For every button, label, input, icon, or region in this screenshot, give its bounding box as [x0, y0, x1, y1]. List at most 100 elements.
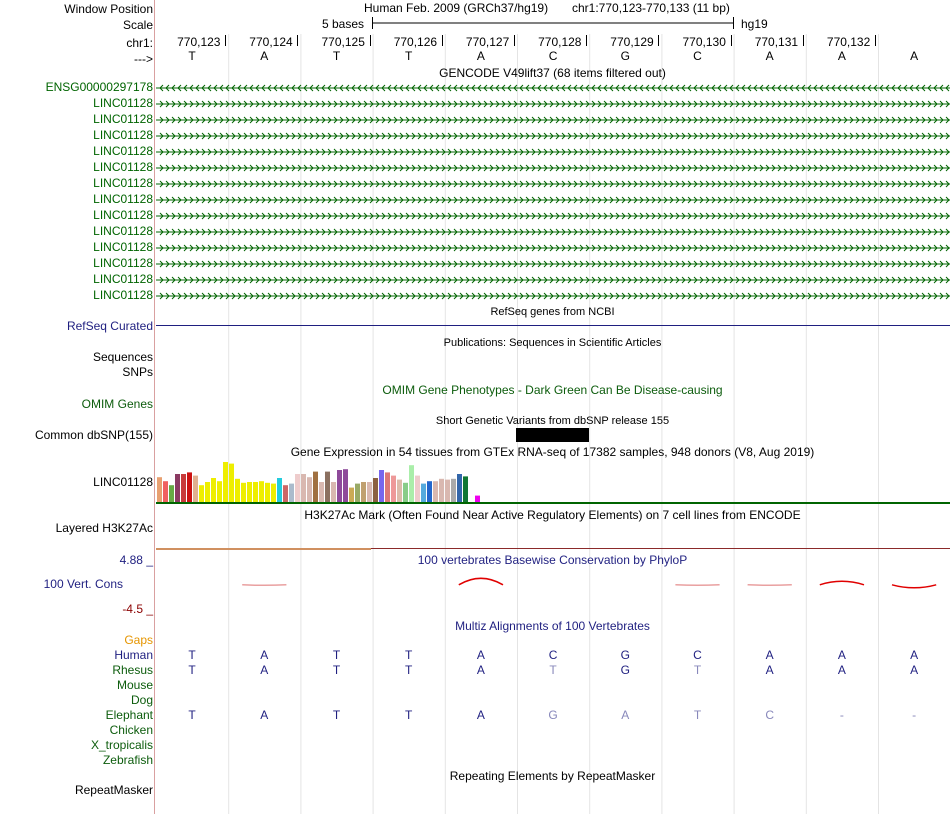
gtex-tissue-bar[interactable]: [301, 474, 306, 502]
gencode-gene-model[interactable]: [156, 211, 950, 221]
multiz-species-label[interactable]: Dog: [130, 693, 153, 707]
gtex-tissue-bar[interactable]: [373, 478, 378, 502]
gtex-gene-bar[interactable]: [156, 502, 950, 504]
gtex-tissue-bar[interactable]: [229, 463, 234, 502]
gtex-tissue-bar[interactable]: [235, 478, 240, 502]
gtex-tissue-bar[interactable]: [355, 483, 360, 502]
multiz-species-label[interactable]: Human: [114, 648, 153, 662]
gtex-tissue-bar[interactable]: [325, 471, 330, 502]
gencode-gene-label[interactable]: LINC01128: [93, 224, 153, 238]
multiz-species-label[interactable]: Rhesus: [112, 663, 153, 677]
gtex-tissue-bar[interactable]: [259, 481, 264, 502]
gtex-tissue-bar[interactable]: [289, 483, 294, 502]
gencode-gene-model[interactable]: [156, 83, 950, 93]
gtex-expression-chart[interactable]: [156, 460, 950, 502]
multiz-species-label[interactable]: Zebrafish: [102, 753, 153, 767]
gtex-tissue-bar[interactable]: [421, 483, 426, 502]
gencode-gene-model[interactable]: [156, 179, 950, 189]
gtex-tissue-bar[interactable]: [403, 482, 408, 502]
publications-snps-label[interactable]: SNPs: [122, 365, 153, 379]
refseq-gene-line[interactable]: [156, 325, 950, 326]
gencode-gene-label[interactable]: LINC01128: [93, 112, 153, 126]
gencode-gene-model[interactable]: [156, 227, 950, 237]
gencode-gene-model[interactable]: [156, 147, 950, 157]
gtex-gene-label[interactable]: LINC01128: [93, 475, 153, 489]
gtex-tissue-bar[interactable]: [265, 482, 270, 502]
phylop-score-mark[interactable]: [891, 584, 937, 589]
gtex-tissue-bar[interactable]: [451, 478, 456, 502]
gtex-tissue-bar[interactable]: [295, 474, 300, 502]
gencode-gene-label[interactable]: LINC01128: [93, 288, 153, 302]
repeatmasker-label[interactable]: RepeatMasker: [74, 783, 153, 797]
multiz-species-label[interactable]: X_tropicalis: [90, 738, 153, 752]
gencode-gene-model[interactable]: [156, 259, 950, 269]
gtex-tissue-bar[interactable]: [277, 478, 282, 502]
gtex-tissue-bar[interactable]: [337, 470, 342, 502]
gtex-tissue-bar[interactable]: [247, 482, 252, 502]
multiz-gaps-label[interactable]: Gaps: [124, 633, 153, 647]
publications-sequences-label[interactable]: Sequences: [92, 350, 153, 364]
phylop-score-mark[interactable]: [819, 580, 865, 586]
gencode-gene-label[interactable]: LINC01128: [93, 176, 153, 190]
gtex-tissue-bar[interactable]: [241, 482, 246, 502]
gencode-gene-model[interactable]: [156, 275, 950, 285]
phylop-score-mark[interactable]: [675, 584, 720, 587]
gtex-tissue-bar[interactable]: [343, 469, 348, 502]
gtex-tissue-bar[interactable]: [271, 483, 276, 502]
gtex-tissue-bar[interactable]: [409, 465, 414, 502]
gtex-tissue-bar[interactable]: [205, 482, 210, 502]
gtex-tissue-bar[interactable]: [331, 482, 336, 502]
multiz-species-label[interactable]: Elephant: [105, 708, 153, 722]
gtex-tissue-bar[interactable]: [391, 475, 396, 502]
gtex-tissue-bar[interactable]: [379, 470, 384, 502]
gtex-tissue-bar[interactable]: [157, 477, 162, 502]
multiz-species-label[interactable]: Mouse: [116, 678, 153, 692]
gtex-tissue-bar[interactable]: [427, 481, 432, 502]
gtex-tissue-bar[interactable]: [253, 482, 258, 502]
gtex-tissue-bar[interactable]: [367, 482, 372, 502]
gtex-tissue-bar[interactable]: [457, 474, 462, 502]
gencode-gene-model[interactable]: [156, 243, 950, 253]
gtex-tissue-bar[interactable]: [319, 482, 324, 502]
multiz-species-label[interactable]: Chicken: [109, 723, 153, 737]
phylop-track-label[interactable]: 100 Vert. Cons: [43, 577, 123, 591]
gencode-gene-label[interactable]: LINC01128: [93, 128, 153, 142]
gtex-tissue-bar[interactable]: [397, 479, 402, 502]
gtex-tissue-bar[interactable]: [445, 479, 450, 502]
refseq-curated-label[interactable]: RefSeq Curated: [66, 319, 153, 333]
gtex-tissue-bar[interactable]: [169, 485, 174, 502]
gtex-tissue-bar[interactable]: [361, 482, 366, 502]
gtex-tissue-bar[interactable]: [385, 472, 390, 502]
gtex-tissue-bar[interactable]: [175, 474, 180, 502]
gencode-gene-label[interactable]: LINC01128: [93, 256, 153, 270]
gencode-gene-model[interactable]: [156, 115, 950, 125]
gencode-gene-model[interactable]: [156, 99, 950, 109]
h3k27ac-label[interactable]: Layered H3K27Ac: [55, 521, 153, 535]
phylop-score-mark[interactable]: [242, 584, 287, 587]
gencode-gene-model[interactable]: [156, 163, 950, 173]
gtex-tissue-bar[interactable]: [433, 481, 438, 502]
gencode-gene-label[interactable]: LINC01128: [93, 96, 153, 110]
gtex-tissue-bar[interactable]: [199, 485, 204, 502]
gtex-tissue-bar[interactable]: [223, 462, 228, 502]
gencode-gene-label[interactable]: LINC01128: [93, 144, 153, 158]
strand-direction-label[interactable]: --->: [134, 52, 153, 66]
gtex-tissue-bar[interactable]: [469, 478, 474, 502]
phylop-score-mark[interactable]: [747, 584, 792, 587]
gtex-tissue-bar[interactable]: [217, 481, 222, 502]
gtex-tissue-bar[interactable]: [313, 471, 318, 502]
gtex-tissue-bar[interactable]: [181, 474, 186, 502]
gtex-tissue-bar[interactable]: [193, 475, 198, 502]
h3k27ac-signal[interactable]: [156, 548, 371, 550]
gtex-tissue-bar[interactable]: [349, 487, 354, 502]
gencode-gene-label[interactable]: ENSG00000297178: [45, 80, 153, 94]
gencode-gene-model[interactable]: [156, 195, 950, 205]
gencode-gene-label[interactable]: LINC01128: [93, 192, 153, 206]
gencode-gene-label[interactable]: LINC01128: [93, 240, 153, 254]
phylop-chart[interactable]: [156, 570, 950, 610]
gtex-tissue-bar[interactable]: [415, 475, 420, 502]
gencode-gene-label[interactable]: LINC01128: [93, 272, 153, 286]
gencode-gene-model[interactable]: [156, 291, 950, 301]
gtex-tissue-bar[interactable]: [211, 478, 216, 502]
gtex-tissue-bar[interactable]: [439, 478, 444, 502]
